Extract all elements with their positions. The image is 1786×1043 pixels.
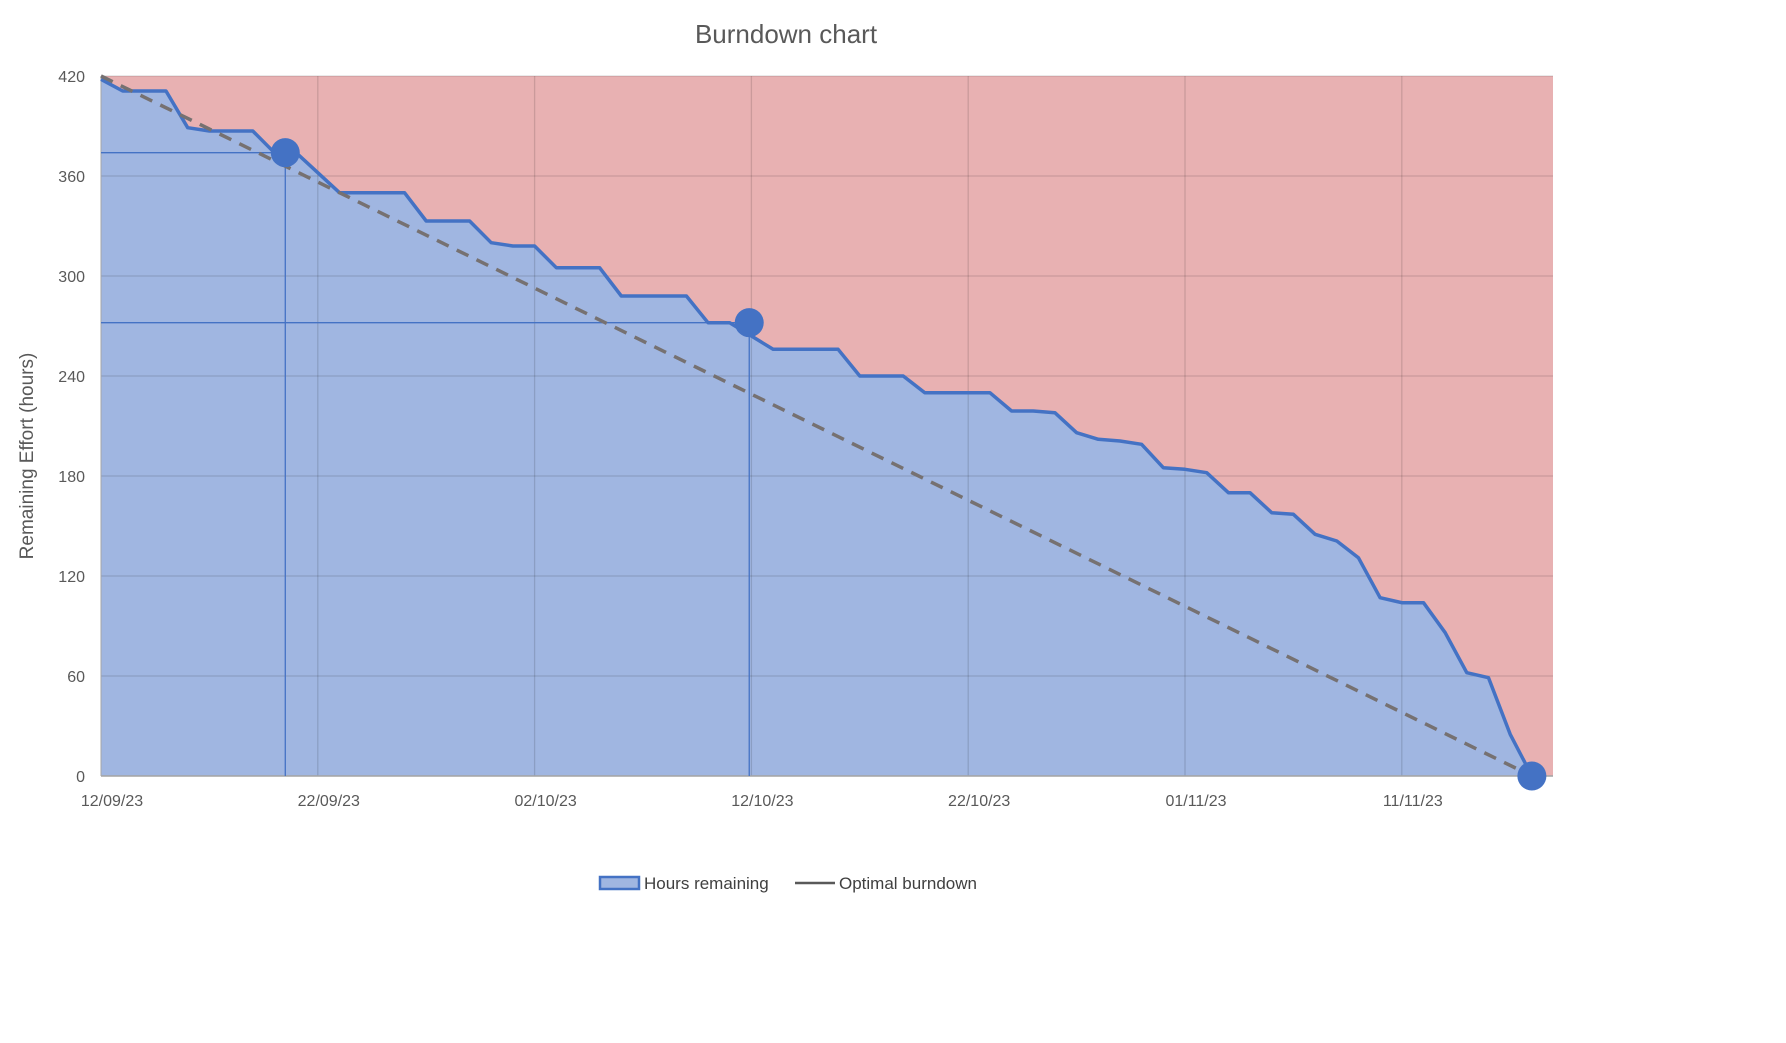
legend-swatch-hours-remaining (598, 875, 641, 891)
plot-area: 0 60 120 180 240 300 360 420 12/09/23 22/09/23 02/… (58, 69, 1553, 810)
hours-remaining-line (100, 77, 1534, 777)
x-tick-label-22/10/23: 22/10/23 (948, 793, 1010, 810)
y-tick-label-60: 60 (67, 669, 85, 686)
optimal-burndown-line (100, 74, 1533, 778)
y-tick-label-120: 120 (58, 569, 85, 586)
y-tick-label-240: 240 (58, 369, 85, 386)
x-tick-label-12/09/23: 12/09/23 (81, 793, 143, 810)
x-tick-label-02/10/23: 02/10/23 (514, 793, 576, 810)
y-tick-label-420: 420 (58, 69, 85, 86)
chart-title: Burndown chart (695, 19, 878, 49)
legend-label-hours-remaining: Hours remaining (644, 874, 769, 893)
x-tick-label-22/09/23: 22/09/23 (298, 793, 360, 810)
highlight-marker-1 (734, 308, 764, 338)
x-tick-label-12/10/23: 12/10/23 (731, 793, 793, 810)
y-tick-label-0: 0 (76, 769, 85, 786)
y-tick-label-180: 180 (58, 469, 85, 486)
legend-label-optimal-burndown: Optimal burndown (839, 874, 977, 893)
y-axis-title: Remaining Effort (hours) (17, 353, 38, 560)
legend: Hours remaining Optimal burndown (598, 874, 977, 893)
y-tick-label-360: 360 (58, 169, 85, 186)
x-tick-label-11/11/23: 11/11/23 (1383, 793, 1443, 810)
x-tick-label-01/11/23: 01/11/23 (1165, 793, 1226, 810)
highlight-marker-0 (270, 138, 300, 168)
y-tick-label-300: 300 (58, 269, 85, 286)
highlight-marker-2 (1517, 761, 1547, 791)
